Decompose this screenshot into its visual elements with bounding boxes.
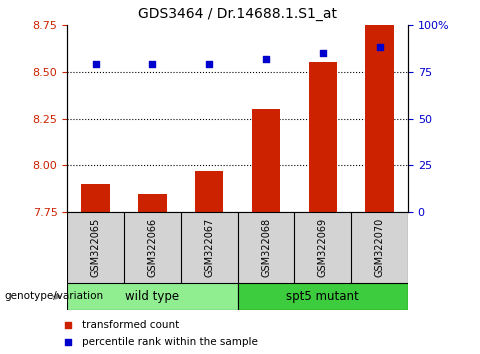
Text: GSM322067: GSM322067 <box>204 218 214 278</box>
Text: GSM322065: GSM322065 <box>91 218 101 278</box>
Text: transformed count: transformed count <box>82 320 180 330</box>
Point <box>92 61 99 67</box>
Text: spt5 mutant: spt5 mutant <box>287 290 359 303</box>
Point <box>262 56 270 61</box>
Text: GSM322069: GSM322069 <box>318 218 328 278</box>
Text: GSM322068: GSM322068 <box>261 218 271 278</box>
Title: GDS3464 / Dr.14688.1.S1_at: GDS3464 / Dr.14688.1.S1_at <box>138 7 337 21</box>
Bar <box>365 25 394 212</box>
Text: percentile rank within the sample: percentile rank within the sample <box>82 337 258 347</box>
Point <box>376 45 384 50</box>
Point <box>319 50 326 56</box>
Bar <box>238 283 408 310</box>
Point <box>64 339 72 344</box>
Point <box>64 322 72 328</box>
Text: genotype/variation: genotype/variation <box>5 291 104 302</box>
Text: wild type: wild type <box>125 290 180 303</box>
Text: GSM322066: GSM322066 <box>147 218 157 278</box>
Point <box>148 61 156 67</box>
Point <box>205 61 213 67</box>
Bar <box>252 109 280 212</box>
Bar <box>82 184 110 212</box>
Text: GSM322070: GSM322070 <box>374 218 384 278</box>
Bar <box>67 283 238 310</box>
Bar <box>195 171 223 212</box>
Bar <box>309 62 337 212</box>
Bar <box>138 194 167 212</box>
